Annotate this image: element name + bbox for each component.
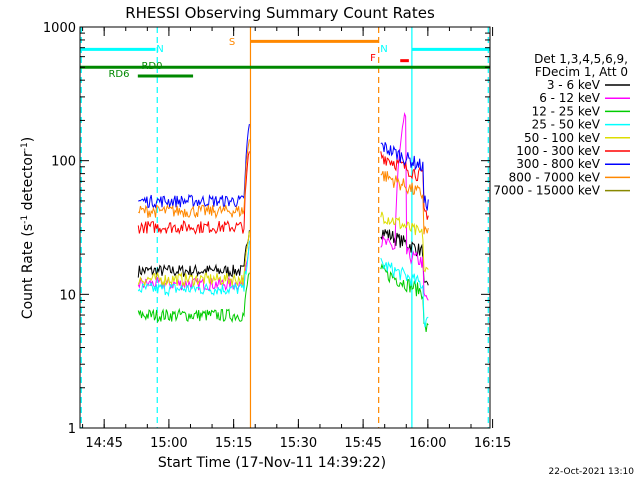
x-tick-label-6: 16:15	[474, 436, 511, 451]
axes: 1 10 100 1000 14:45 15:00 15:15 15:30 15:45 16:00…	[43, 21, 511, 451]
y-tick-label-0: 1	[68, 422, 76, 437]
plot-frame	[79, 26, 491, 429]
x-tick-label-1: 15:00	[150, 436, 187, 451]
legend-label-0: 3 - 6 keV	[547, 78, 601, 92]
x-tick-label-4: 15:45	[344, 436, 381, 451]
series-line-pre-5	[137, 151, 250, 235]
annotation-label-3: F	[370, 53, 376, 64]
x-axis-label: Start Time (17-Nov-11 14:39:22)	[158, 455, 386, 471]
series-line-post-7	[380, 170, 429, 235]
legend-label-7: 800 - 7000 keV	[509, 170, 601, 184]
plot-area: N N S F RD0 RD6	[80, 27, 490, 428]
series-line-post-0	[380, 229, 429, 286]
legend-header-1: FDecim 1, Att 0	[535, 65, 628, 79]
series-line-post-1	[380, 112, 429, 301]
legend-label-3: 25 - 50 keV	[532, 118, 601, 132]
series-line-pre-7	[138, 139, 250, 220]
chart-title: RHESSI Observing Summary Count Rates	[125, 4, 435, 22]
x-tick-label-0: 14:45	[85, 436, 122, 451]
series-line-pre-4	[137, 231, 250, 288]
series-line-post-3	[380, 257, 429, 328]
annotation-label-2: S	[229, 37, 235, 48]
series-line-pre-0	[137, 230, 250, 278]
legend-label-4: 50 - 100 keV	[524, 131, 601, 145]
series-line-post-2	[380, 263, 429, 332]
annotation-label-5: RD6	[108, 69, 129, 80]
legend-label-5: 100 - 300 keV	[516, 144, 600, 158]
y-tick-label-1: 10	[59, 288, 76, 303]
annotation-label-4: RD0	[141, 61, 162, 72]
annotation-label-1: N	[380, 44, 387, 55]
series-line-post-4	[380, 211, 429, 273]
x-tick-label-5: 16:00	[409, 436, 446, 451]
legend: Det 1,3,4,5,6,9,FDecim 1, Att 03 - 6 keV…	[493, 52, 630, 198]
legend-label-1: 6 - 12 keV	[539, 91, 601, 105]
x-tick-label-2: 15:15	[215, 436, 252, 451]
y-tick-label-2: 100	[51, 155, 76, 170]
series-line-pre-2	[137, 272, 250, 324]
y-tick-label-3: 1000	[43, 21, 76, 36]
series-line-post-6	[380, 142, 429, 211]
legend-label-2: 12 - 25 keV	[532, 104, 601, 118]
legend-label-6: 300 - 800 keV	[516, 157, 600, 171]
legend-label-8: 7000 - 15000 keV	[493, 184, 600, 198]
annotation-label-0: N	[156, 44, 163, 55]
legend-header-0: Det 1,3,4,5,6,9,	[534, 52, 628, 66]
data-layer	[80, 27, 490, 428]
footer-timestamp: 22-Oct-2021 13:10	[549, 467, 635, 477]
series-line-pre-6	[138, 123, 250, 209]
y-axis-label: Count Rate (s-1 detector-1)	[20, 137, 36, 319]
x-tick-label-3: 15:30	[280, 436, 317, 451]
